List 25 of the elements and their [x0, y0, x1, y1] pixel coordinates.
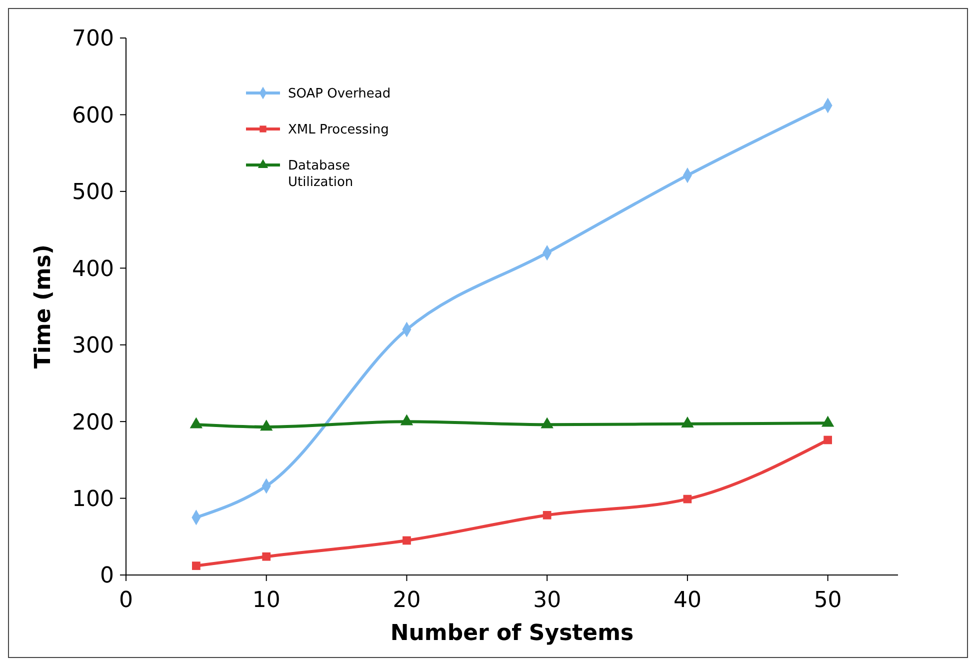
y-tick-label: 400	[72, 256, 114, 282]
y-axis-title: Time (ms)	[31, 244, 56, 369]
y-tick-label: 0	[100, 564, 114, 589]
y-tick-label: 300	[72, 334, 114, 359]
x-tick-label: 0	[119, 588, 133, 613]
point	[824, 436, 832, 444]
legend-label: SOAP Overhead	[288, 86, 391, 102]
legend-label: Database Utilization	[288, 158, 354, 190]
x-tick-label: 10	[252, 588, 280, 613]
x-tick-label: 30	[533, 588, 562, 613]
y-tick-label: 100	[72, 486, 114, 512]
x-tick-label: 40	[673, 588, 702, 613]
point	[542, 510, 552, 520]
x-axis-title: Number of Systems	[390, 621, 634, 646]
y-tick-label: 200	[72, 410, 114, 436]
point	[262, 552, 271, 561]
point	[402, 536, 411, 545]
x-tick-label: 50	[814, 588, 842, 613]
x-tick-label: 20	[392, 588, 421, 613]
legend-label: XML Processing	[288, 122, 389, 138]
y-tick-label: 500	[72, 180, 114, 206]
point	[683, 494, 692, 504]
point	[192, 562, 200, 570]
y-tick-label: 700	[72, 26, 114, 52]
y-tick-label: 600	[72, 103, 114, 128]
